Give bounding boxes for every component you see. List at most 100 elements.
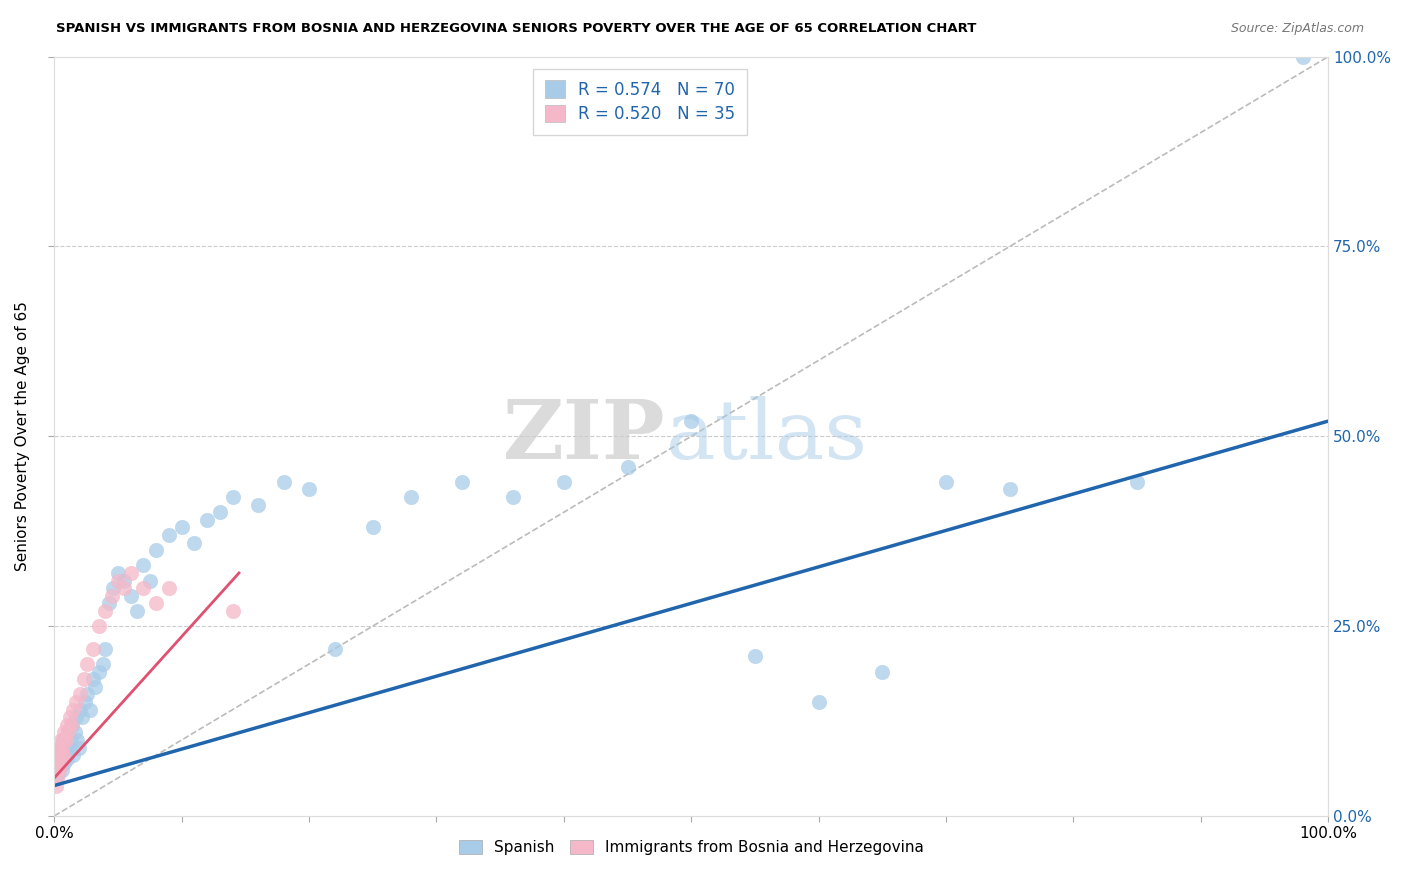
Point bbox=[46, 748, 69, 763]
Point bbox=[62, 703, 84, 717]
Point bbox=[55, 733, 77, 747]
Point bbox=[157, 581, 180, 595]
Point bbox=[45, 771, 67, 785]
Text: SPANISH VS IMMIGRANTS FROM BOSNIA AND HERZEGOVINA SENIORS POVERTY OVER THE AGE O: SPANISH VS IMMIGRANTS FROM BOSNIA AND HE… bbox=[56, 22, 977, 36]
Point bbox=[451, 475, 474, 489]
Point bbox=[872, 665, 894, 679]
Point bbox=[132, 581, 155, 595]
Point bbox=[53, 756, 76, 770]
Point bbox=[51, 764, 73, 778]
Point bbox=[51, 740, 73, 755]
Point bbox=[157, 528, 180, 542]
Point bbox=[49, 756, 72, 770]
Point bbox=[100, 589, 122, 603]
Point bbox=[101, 581, 124, 595]
Point bbox=[1292, 50, 1315, 64]
Point bbox=[76, 688, 98, 702]
Point bbox=[55, 733, 77, 747]
Point bbox=[67, 740, 90, 755]
Point bbox=[58, 710, 80, 724]
Point bbox=[49, 740, 72, 755]
Point bbox=[107, 566, 129, 580]
Point bbox=[52, 748, 75, 763]
Point bbox=[298, 483, 321, 497]
Point bbox=[183, 535, 205, 549]
Point bbox=[66, 733, 89, 747]
Point bbox=[45, 779, 67, 793]
Point bbox=[170, 520, 193, 534]
Point bbox=[69, 703, 91, 717]
Point bbox=[681, 414, 703, 428]
Point bbox=[127, 604, 149, 618]
Point bbox=[1126, 475, 1149, 489]
Point bbox=[52, 733, 75, 747]
Point bbox=[195, 513, 218, 527]
Point bbox=[52, 733, 75, 747]
Point bbox=[935, 475, 957, 489]
Text: atlas: atlas bbox=[666, 396, 868, 476]
Point bbox=[60, 718, 83, 732]
Point bbox=[48, 748, 70, 763]
Point bbox=[132, 558, 155, 573]
Point bbox=[73, 695, 96, 709]
Point bbox=[46, 767, 69, 781]
Point bbox=[82, 672, 104, 686]
Point bbox=[361, 520, 384, 534]
Point bbox=[48, 740, 70, 755]
Point bbox=[52, 748, 75, 763]
Point bbox=[48, 759, 70, 773]
Point bbox=[53, 740, 76, 755]
Point bbox=[58, 740, 80, 755]
Point bbox=[91, 657, 114, 671]
Point bbox=[46, 756, 69, 770]
Point bbox=[56, 718, 79, 732]
Point bbox=[139, 574, 162, 588]
Point bbox=[72, 672, 94, 686]
Point bbox=[56, 752, 79, 766]
Point bbox=[145, 596, 167, 610]
Point bbox=[65, 695, 87, 709]
Point bbox=[94, 604, 117, 618]
Text: ZIP: ZIP bbox=[503, 396, 666, 476]
Point bbox=[84, 680, 107, 694]
Point bbox=[120, 566, 142, 580]
Point bbox=[58, 725, 80, 739]
Point bbox=[76, 657, 98, 671]
Point bbox=[553, 475, 575, 489]
Point bbox=[616, 459, 638, 474]
Point bbox=[87, 665, 110, 679]
Point bbox=[45, 764, 67, 778]
Point bbox=[145, 543, 167, 558]
Point bbox=[62, 748, 84, 763]
Point bbox=[221, 604, 243, 618]
Point bbox=[58, 725, 80, 739]
Point bbox=[502, 490, 524, 504]
Point bbox=[221, 490, 243, 504]
Point bbox=[807, 695, 830, 709]
Legend: R = 0.574   N = 70, R = 0.520   N = 35: R = 0.574 N = 70, R = 0.520 N = 35 bbox=[533, 69, 747, 136]
Point bbox=[120, 589, 142, 603]
Point bbox=[98, 596, 121, 610]
Point bbox=[273, 475, 295, 489]
Point bbox=[49, 756, 72, 770]
Point bbox=[79, 703, 101, 717]
Point bbox=[53, 725, 76, 739]
Point bbox=[59, 733, 82, 747]
Point bbox=[48, 764, 70, 778]
Text: Source: ZipAtlas.com: Source: ZipAtlas.com bbox=[1230, 22, 1364, 36]
Point bbox=[51, 748, 73, 763]
Point bbox=[998, 483, 1021, 497]
Point bbox=[59, 718, 82, 732]
Point bbox=[87, 619, 110, 633]
Point bbox=[744, 649, 766, 664]
Point bbox=[55, 744, 77, 758]
Point bbox=[65, 710, 87, 724]
Point bbox=[49, 733, 72, 747]
Y-axis label: Seniors Poverty Over the Age of 65: Seniors Poverty Over the Age of 65 bbox=[15, 301, 30, 571]
Point bbox=[69, 688, 91, 702]
Point bbox=[56, 737, 79, 751]
Point bbox=[46, 756, 69, 770]
Point bbox=[323, 641, 346, 656]
Point bbox=[247, 498, 270, 512]
Point bbox=[208, 505, 231, 519]
